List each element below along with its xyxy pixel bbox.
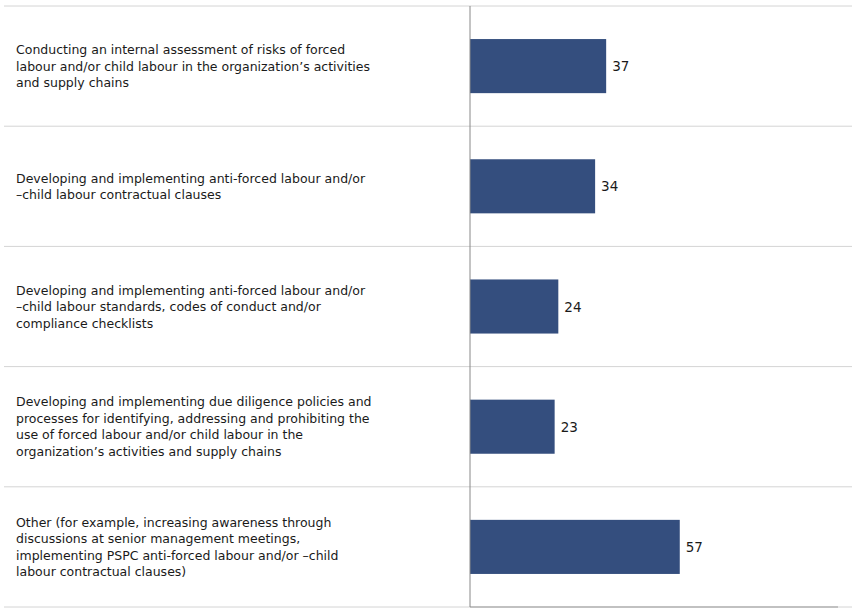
value-label: 34 [601,178,618,194]
bar [470,279,558,333]
bar [470,520,680,574]
category-label-line: Developing and implementing due diligenc… [16,394,372,409]
category-label: Other (for example, increasing awareness… [16,515,338,580]
category-label: Developing and implementing anti-forced … [16,283,366,331]
bar [470,400,555,454]
category-label-line: compliance checklists [16,316,153,331]
category-label-line: labour contractual clauses) [16,564,186,579]
row-divider [4,607,852,608]
value-label: 37 [612,58,629,74]
row-divider [4,126,852,127]
row-divider [4,366,852,367]
bars [470,39,680,574]
category-label-line: use of forced labour and/or child labour… [16,427,303,442]
category-label-line: labour and/or child labour in the organi… [16,59,370,74]
row-divider [4,246,852,247]
category-label-line: organization’s activities and supply cha… [16,444,282,459]
value-label: 23 [561,419,578,435]
category-label-line: Other (for example, increasing awareness… [16,515,331,530]
chart-container: Conducting an internal assessment of ris… [0,0,864,613]
category-label-line: processes for identifying, addressing an… [16,411,370,426]
category-label-line: Developing and implementing anti-forced … [16,283,366,298]
bar [470,39,606,93]
category-label: Developing and implementing due diligenc… [16,394,372,459]
value-label: 24 [564,299,581,315]
chart-svg: Conducting an internal assessment of ris… [0,0,864,613]
separator-line [470,6,471,607]
value-label: 57 [686,539,703,555]
category-label: Developing and implementing anti-forced … [16,171,366,203]
row-divider [4,486,852,487]
bar [470,159,595,213]
category-label-line: Conducting an internal assessment of ris… [16,42,345,57]
category-label-line: and supply chains [16,75,129,90]
background [0,0,864,613]
category-label-line: implementing PSPC anti-forced labour and… [16,548,338,563]
category-label-line: discussions at senior management meeting… [16,531,300,546]
category-label-line: –child labour contractual clauses [16,187,221,202]
row-divider [4,6,852,7]
category-label: Conducting an internal assessment of ris… [16,42,370,90]
category-label-line: –child labour standards, codes of conduc… [16,299,322,314]
category-label-line: Developing and implementing anti-forced … [16,171,366,186]
x-axis-line [470,607,838,608]
